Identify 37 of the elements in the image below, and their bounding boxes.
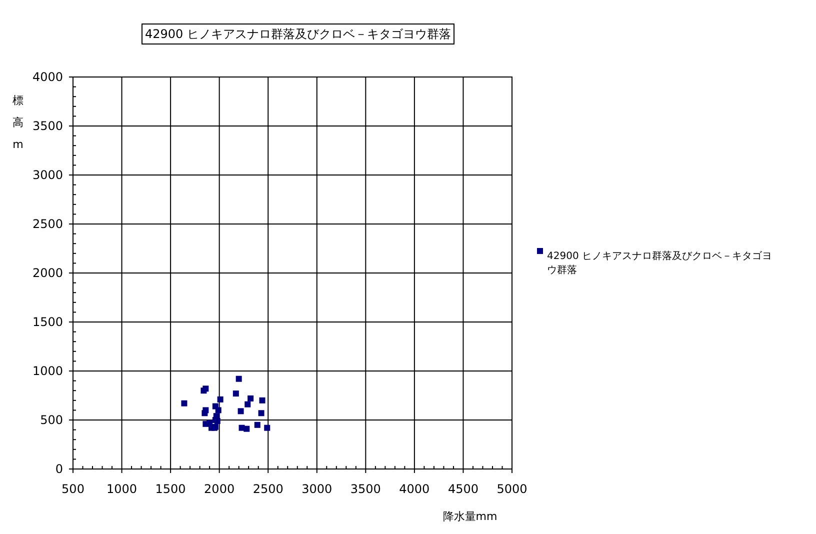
point [259, 397, 266, 404]
chart-title: 42900 ヒノキアスナロ群落及びクロベ－キタゴヨウ群落 [145, 27, 451, 41]
y-tick-label: 2500 [32, 217, 63, 231]
y-tick-label: 4000 [32, 70, 63, 84]
point [217, 396, 224, 402]
legend-label: 42900 ヒノキアスナロ群落及びクロベ－キタゴヨウ群落 [547, 250, 772, 276]
point [254, 422, 260, 428]
point [215, 407, 222, 414]
x-tick-label: 4000 [399, 482, 430, 496]
y-tick-label: 500 [40, 413, 63, 427]
point [232, 390, 239, 397]
y-tick-label: 1500 [32, 315, 63, 329]
x-axis-title: 降水量mm [442, 510, 498, 523]
y-tick-label: 0 [55, 462, 63, 476]
x-tick-label: 500 [62, 482, 84, 496]
x-tick-label: 1000 [106, 482, 138, 496]
point [238, 408, 244, 414]
point [202, 410, 208, 416]
x-tick-label: 4500 [448, 482, 478, 496]
point [244, 401, 251, 408]
x-tick-label: 3500 [350, 482, 381, 496]
x-tick-label: 2500 [252, 482, 284, 496]
y-tick-label: 3000 [32, 168, 63, 182]
x-tick-label: 5000 [496, 482, 528, 496]
x-tick-label: 3000 [302, 482, 332, 496]
x-tick-label: 1500 [155, 482, 186, 496]
point [244, 426, 250, 432]
y-tick-label: 1000 [32, 364, 63, 378]
y-tick-label: 2000 [32, 266, 63, 280]
point [236, 376, 242, 382]
x-tick-label: 2000 [204, 482, 235, 496]
point [264, 424, 270, 431]
y-tick-label: 3500 [32, 119, 63, 133]
y-axis-title: 標高m [12, 94, 24, 151]
point [248, 395, 254, 402]
point [258, 410, 264, 416]
point [181, 400, 188, 406]
